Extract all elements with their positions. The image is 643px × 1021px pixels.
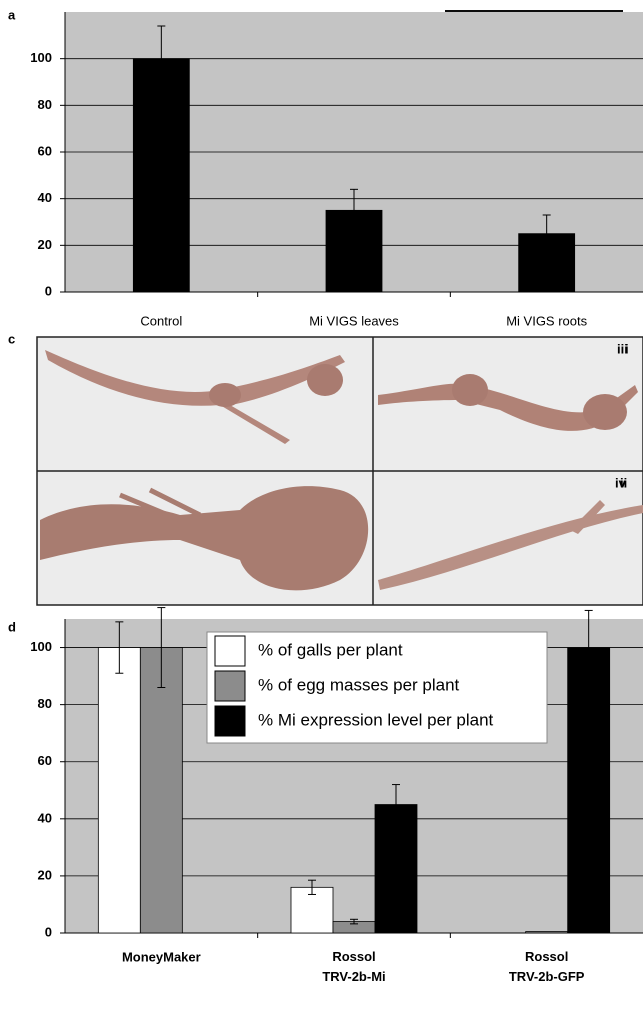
y-tick-label: 80 <box>38 97 52 112</box>
y-tick-label: 20 <box>38 867 52 882</box>
micrographs <box>37 337 643 605</box>
figure: 123456789101112 abcdiiiiiiiv020406080100… <box>0 0 643 1016</box>
y-tick-label: 100 <box>30 50 52 65</box>
x-tick-label: Mi VIGS leaves <box>309 313 399 328</box>
bar <box>133 59 189 292</box>
legend: % of galls per plant % of egg masses per … <box>207 632 547 743</box>
x-tick-label: MoneyMaker <box>122 949 201 964</box>
legend-swatch <box>215 671 245 701</box>
panel-label: d <box>8 619 16 634</box>
bar <box>526 932 568 933</box>
y-tick-label: 40 <box>38 190 52 205</box>
y-tick-label: 80 <box>38 696 52 711</box>
y-tick-label: 40 <box>38 810 52 825</box>
x-tick-label: Control <box>140 313 182 328</box>
panel-label: iii <box>617 341 628 356</box>
legend-label: % of galls per plant <box>258 640 403 659</box>
y-tick-label: 0 <box>45 283 52 298</box>
legend-swatch <box>215 706 245 736</box>
panel-label: c <box>8 331 15 346</box>
y-tick-label: 100 <box>30 639 52 654</box>
bar <box>568 648 610 933</box>
x-tick-label: Mi VIGS roots <box>506 313 587 328</box>
y-tick-label: 60 <box>38 753 52 768</box>
legend-label: % of egg masses per plant <box>258 675 460 694</box>
y-tick-label: 60 <box>38 143 52 158</box>
y-tick-label: 0 <box>45 924 52 939</box>
legend-swatch <box>215 636 245 666</box>
y-tick-label: 20 <box>38 237 52 252</box>
panel-label: iv <box>615 475 627 490</box>
bar <box>140 648 182 933</box>
bar <box>98 648 140 933</box>
legend-label: % Mi expression level per plant <box>258 710 494 729</box>
panel-label: a <box>8 7 16 22</box>
page: 123456789101112 abcdiiiiiiiv020406080100… <box>0 0 643 1021</box>
